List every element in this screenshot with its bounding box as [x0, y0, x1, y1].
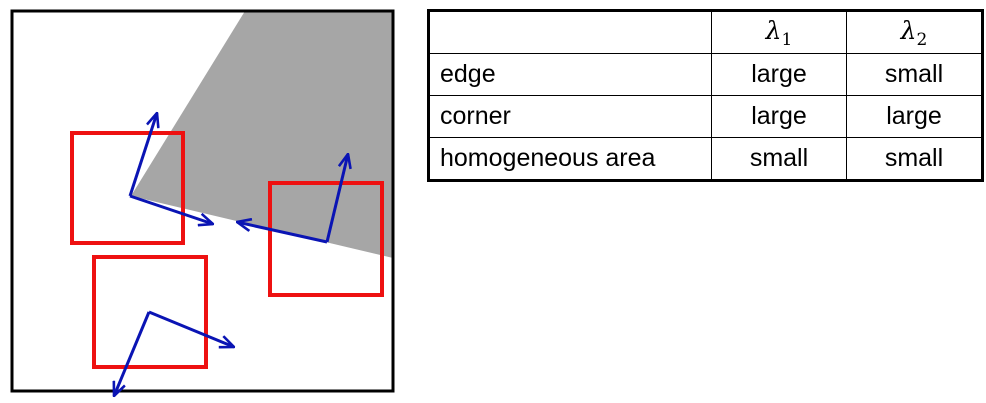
homogeneous-eigenvector-arrow-2 [114, 312, 149, 396]
row-lambda2: small [847, 138, 983, 181]
table-row: edge large small [429, 54, 983, 96]
homogeneous-eigenvector-arrow-1 [149, 312, 234, 347]
lambda2-symbol: λ [901, 16, 917, 45]
table-header-row: λ1 λ2 [429, 11, 983, 54]
table-row: homogeneous area small small [429, 138, 983, 181]
lambda1-symbol: λ [766, 16, 782, 45]
harris-window-diagram [0, 0, 420, 403]
row-label: edge [429, 54, 712, 96]
row-label: corner [429, 96, 712, 138]
row-label: homogeneous area [429, 138, 712, 181]
row-lambda1: small [712, 138, 847, 181]
row-lambda1: large [712, 54, 847, 96]
header-empty-cell [429, 11, 712, 54]
header-lambda1: λ1 [712, 11, 847, 54]
lambda2-subscript: 2 [917, 30, 928, 50]
lambda1-subscript: 1 [782, 30, 793, 50]
table-row: corner large large [429, 96, 983, 138]
eigenvalue-table: λ1 λ2 edge large small corner large larg… [427, 9, 984, 182]
row-lambda2: small [847, 54, 983, 96]
row-lambda1: large [712, 96, 847, 138]
header-lambda2: λ2 [847, 11, 983, 54]
row-lambda2: large [847, 96, 983, 138]
